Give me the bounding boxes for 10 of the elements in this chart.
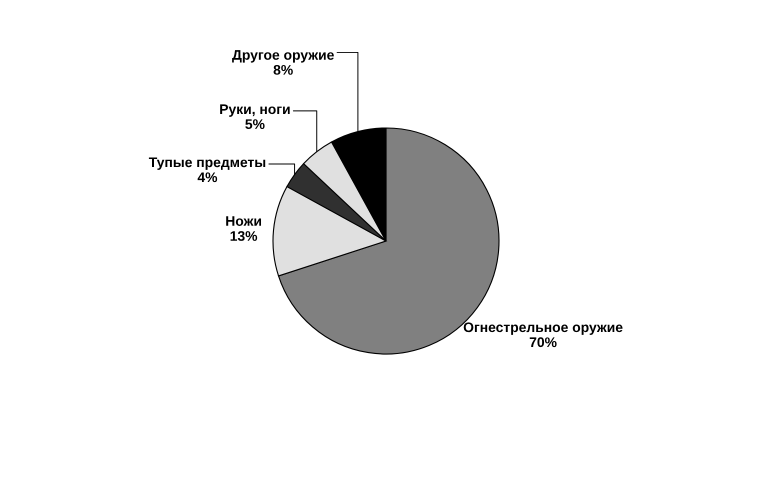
data-label: 4% [198,172,218,182]
data-label: 8% [274,64,293,75]
slice-label: Другое оружие [232,50,334,63]
slice-label: Огнестрельное оружие [464,322,623,335]
data-label: 70% [530,337,557,348]
slice-label: Тупые предметы [148,157,266,170]
data-label: 13% [230,231,258,241]
data-label: 5% [245,119,265,130]
slice-label: Руки, ноги [220,104,290,117]
slice-label: Ножи [226,216,262,226]
